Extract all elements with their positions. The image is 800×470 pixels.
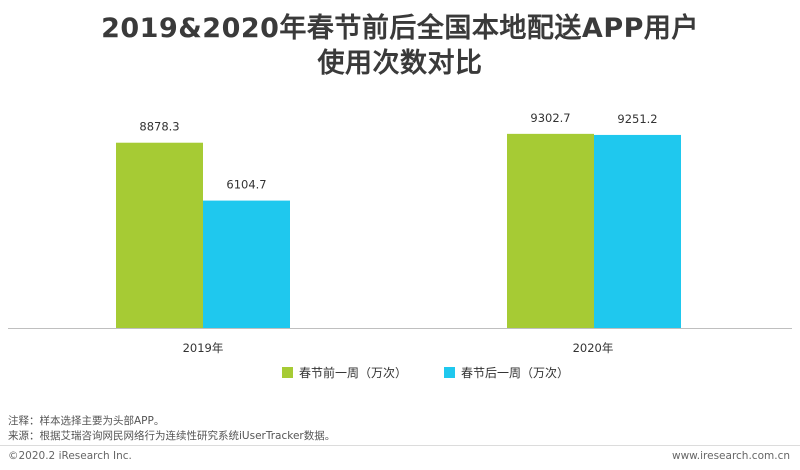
- bar-before-0: [116, 142, 203, 328]
- data-label-before-1: 9302.7: [530, 111, 570, 125]
- legend-item-before: 春节前一周（万次）: [282, 364, 407, 381]
- bar-after-0: [203, 200, 290, 328]
- legend-swatch-after: [444, 367, 455, 378]
- legend-swatch-before: [282, 367, 293, 378]
- legend-label-before: 春节前一周（万次）: [299, 366, 408, 380]
- data-label-after-1: 9251.2: [617, 112, 657, 126]
- footer-copyright: ©2020.2 iResearch Inc.: [8, 450, 132, 462]
- chart-title-line1: 2019&2020年春节前后全国本地配送APP用户: [101, 13, 699, 44]
- x-tick-label-1: 2020年: [573, 341, 614, 355]
- bar-before-1: [507, 133, 594, 328]
- note-line: 注释：样本选择主要为头部APP。: [8, 415, 165, 427]
- bar-after-1: [594, 134, 681, 328]
- data-label-before-0: 8878.3: [139, 120, 179, 134]
- source-line: 来源：根据艾瑞咨询网民网络行为连续性研究系统iUserTracker数据。: [8, 430, 336, 442]
- chart-title-line2: 使用次数对比: [317, 48, 483, 79]
- data-label-after-0: 6104.7: [226, 178, 266, 192]
- footer-url: www.iresearch.com.cn: [671, 450, 790, 462]
- x-tick-label-0: 2019年: [183, 341, 224, 355]
- legend-item-after: 春节后一周（万次）: [444, 364, 569, 381]
- footer-divider: [0, 445, 800, 446]
- legend-label-after: 春节后一周（万次）: [461, 366, 570, 380]
